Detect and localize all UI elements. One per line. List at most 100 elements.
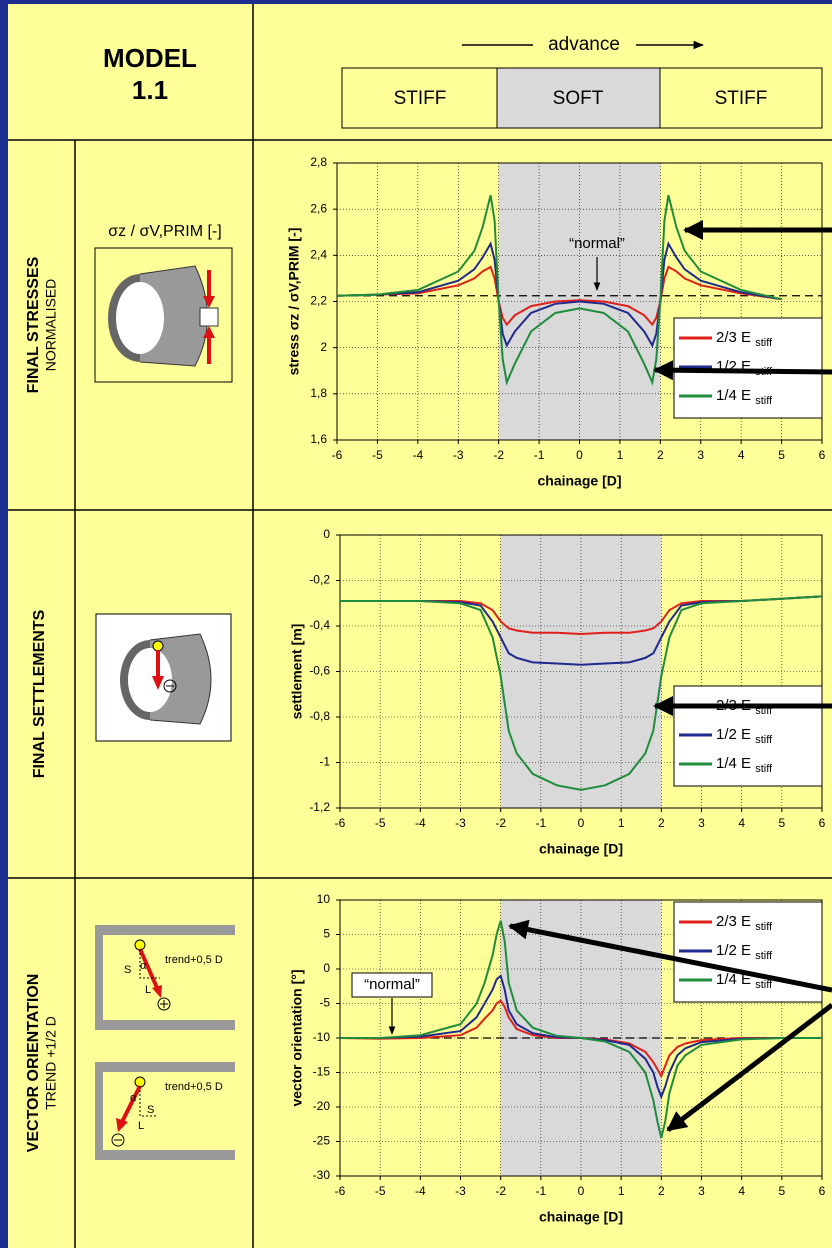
charts: -6 -5 -4 -3 -2 -1 0 1 2 3 4 5 61,61,822,22,42,62,8“n…	[286, 155, 826, 1225]
row-title: FINAL SETTLEMENTS	[31, 609, 48, 778]
x-tick-label: 3	[698, 816, 705, 830]
row-subtitle: TREND +1/2 D	[43, 1016, 59, 1110]
x-tick-label: 3	[698, 1184, 705, 1198]
legend-label: 2/3 E stiff	[716, 329, 773, 349]
x-tick-label: -6	[335, 816, 346, 830]
y-tick-label: 2	[320, 340, 327, 354]
icon-label: S	[147, 1104, 154, 1116]
series-line	[340, 595, 823, 791]
x-tick-label: -4	[415, 816, 426, 830]
y-axis-label: vector orientation [°]	[289, 969, 305, 1106]
x-tick-label: -1	[535, 816, 546, 830]
x-axis-label: chainage [D]	[537, 473, 621, 489]
y-tick-label: 5	[323, 927, 330, 941]
model-id: 1.1	[132, 75, 168, 105]
zone-box	[496, 67, 661, 129]
x-tick-label: -5	[372, 448, 383, 462]
icon-stress	[94, 247, 233, 383]
y-tick-label: 0	[323, 527, 330, 541]
pointer-arrows	[508, 220, 832, 1132]
x-tick-label: 0	[576, 448, 583, 462]
y-tick-label: -15	[313, 1065, 331, 1079]
table-lines	[8, 4, 832, 1248]
y-tick-label: -0,6	[309, 664, 330, 678]
y-tick-label: -1	[319, 755, 330, 769]
series-line	[336, 195, 782, 386]
x-tick-label: 4	[738, 1184, 745, 1198]
icon-settlement	[95, 613, 232, 742]
x-tick-label: -4	[415, 1184, 426, 1198]
y-tick-label: 1,8	[310, 386, 327, 400]
annotation: “normal”	[569, 235, 625, 252]
x-tick-label: 5	[778, 448, 785, 462]
icon-label: α	[140, 960, 147, 972]
x-tick-label: 2	[657, 448, 664, 462]
zone-label: STIFF	[394, 88, 447, 109]
x-axis-label: chainage [D]	[539, 841, 623, 857]
icon-label: L	[145, 984, 151, 996]
x-tick-label: 3	[697, 448, 704, 462]
row-subtitle: NORMALISED	[43, 279, 59, 372]
plot-border	[336, 162, 823, 441]
x-tick-label: -6	[335, 1184, 346, 1198]
x-axis-label: chainage [D]	[539, 1209, 623, 1225]
row-title: VECTOR ORIENTATION	[25, 974, 42, 1153]
icon-label: trend+0,5 D	[165, 954, 223, 966]
y-tick-label: -30	[313, 1168, 331, 1182]
y-tick-label: -25	[313, 1134, 331, 1148]
advance-label: advance	[548, 34, 620, 55]
x-tick-label: 4	[738, 816, 745, 830]
icon-label: L	[138, 1120, 144, 1132]
icon-label: trend+0,5 D	[165, 1081, 223, 1093]
plot-border	[339, 534, 823, 809]
legend-label: 1/4 E stiff	[716, 755, 773, 775]
x-tick-label: -4	[412, 448, 423, 462]
icon-label: α	[130, 1092, 137, 1104]
model: MODEL	[103, 43, 197, 73]
y-tick-label: -0,8	[309, 709, 330, 723]
x-tick-label: 6	[819, 448, 826, 462]
y-tick-label: 2,4	[310, 248, 327, 262]
x-tick-label: -1	[535, 1184, 546, 1198]
x-tick-label: 4	[738, 448, 745, 462]
zone-label: STIFF	[715, 88, 768, 109]
x-tick-label: 1	[617, 448, 624, 462]
x-tick-label: 0	[578, 1184, 585, 1198]
x-tick-label: 6	[819, 1184, 826, 1198]
annotation: “normal”	[364, 976, 420, 993]
x-tick-label: -3	[455, 1184, 466, 1198]
y-axis-label: settlement [m]	[289, 624, 305, 720]
y-axis-label: stress σz / σV,PRIM [-]	[286, 228, 302, 376]
x-tick-label: 5	[778, 1184, 785, 1198]
x-tick-label: 2	[658, 1184, 665, 1198]
x-tick-label: -3	[453, 448, 464, 462]
x-tick-label: 0	[578, 816, 585, 830]
series-line	[336, 265, 782, 327]
zone-label: SOFT	[553, 88, 604, 109]
y-tick-label: -1,2	[309, 800, 330, 814]
y-tick-label: 0	[323, 961, 330, 975]
x-tick-label: -6	[332, 448, 343, 462]
y-tick-label: -0,2	[309, 573, 330, 587]
zone-box	[341, 67, 498, 129]
x-tick-label: 1	[618, 1184, 625, 1198]
legend-label: 1/2 E stiff	[716, 942, 773, 962]
series-line	[340, 920, 822, 1139]
x-tick-label: -1	[534, 448, 545, 462]
y-tick-label: 2,6	[310, 201, 327, 215]
x-tick-label: 1	[618, 816, 625, 830]
y-tick-label: 1,6	[310, 432, 327, 446]
x-tick-label: 5	[778, 816, 785, 830]
row-title: FINAL STRESSES	[25, 256, 42, 393]
series-line	[340, 595, 823, 636]
legend-label: 2/3 E stiff	[716, 913, 773, 933]
icon-vector	[95, 925, 235, 1160]
y-tick-label: 2,8	[310, 155, 327, 169]
y-tick-label: -20	[313, 1099, 331, 1113]
y-tick-label: -0,4	[309, 618, 330, 632]
x-tick-label: -2	[495, 1184, 506, 1198]
x-tick-label: 2	[658, 816, 665, 830]
annotation-box	[351, 972, 433, 998]
series-line	[336, 241, 782, 348]
